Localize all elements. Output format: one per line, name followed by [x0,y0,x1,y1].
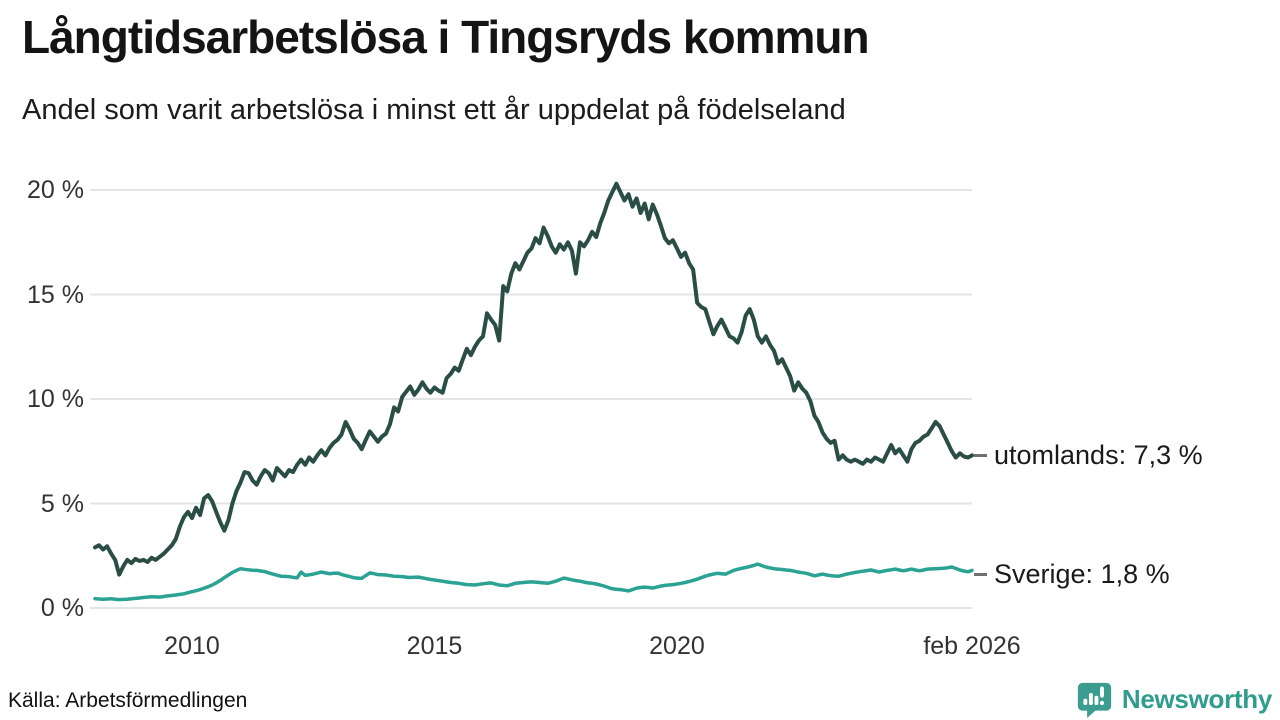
x-axis-tick-label: 2010 [164,632,220,660]
page-title: Långtidsarbetslösa i Tingsryds kommun [22,11,870,63]
page-subtitle: Andel som varit arbetslösa i minst ett å… [22,94,846,126]
label-dash [974,572,987,576]
utomlands-line [93,181,974,577]
x-axis-tick-label: 2020 [649,632,705,660]
y-axis-tick-label: 0 % [40,594,84,622]
y-axis-tick-label: 15 % [27,280,84,309]
source-note: Källa: Arbetsförmedlingen [8,689,248,712]
series-label-text: utomlands: 7,3 % [994,440,1203,471]
label-dash [974,453,987,457]
x-axis-tick-label: feb 2026 [923,632,1021,660]
newsworthy-wordmark: Newsworthy [1121,684,1272,714]
y-axis-tick-label: 20 % [27,176,84,204]
newsworthy-logo[interactable]: Newsworthy [1076,681,1272,718]
sverige-line [93,562,974,602]
series-label-utomlands: utomlands: 7,3 % [974,438,1203,472]
series-label-sverige: Sverige: 1,8 % [974,557,1170,591]
gridlines [90,189,972,609]
newsworthy-chart-bubble-icon [1077,682,1111,718]
y-axis-tick-label: 5 % [40,489,84,518]
x-axis-tick-label: 2015 [406,632,463,660]
y-axis-tick-label: 10 % [27,385,84,413]
series-label-text: Sverige: 1,8 % [994,559,1170,590]
